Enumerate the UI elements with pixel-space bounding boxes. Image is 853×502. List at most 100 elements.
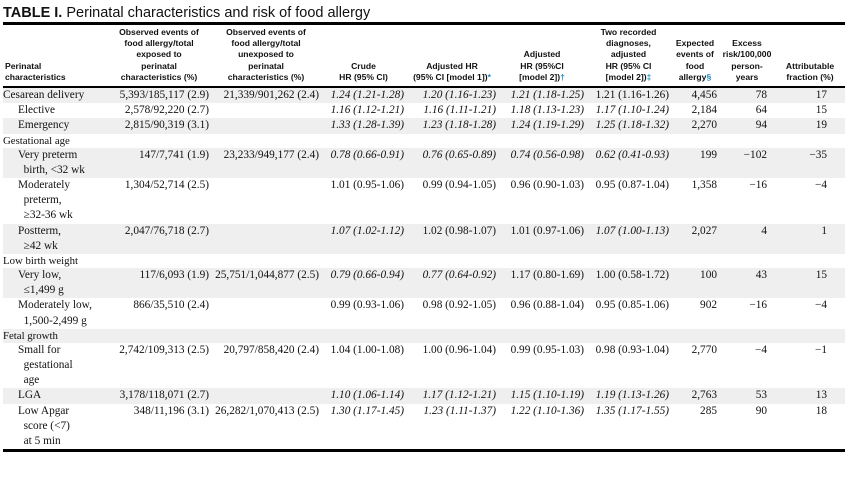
- footnote-mark: *: [487, 71, 491, 82]
- table-row: Very preterm birth, <32 wk 147/7,741 (1.9…: [3, 147, 845, 179]
- excess-risk-cell: −16: [749, 179, 767, 192]
- header-text: Adjusted HR (95%CI [model 2]): [519, 49, 564, 82]
- row-label: LGA: [3, 388, 107, 404]
- adjusted-hr-model1-cell: 0.98 (0.92-1.05): [422, 299, 496, 312]
- header-excess-risk: Excess risk/100,000 person- years: [719, 23, 775, 89]
- unexposed-cell: [211, 223, 321, 255]
- row-label: Very low, ≤1,499 g: [3, 268, 107, 299]
- crude-hr-cell: 1.10 (1.06-1.14): [321, 388, 406, 404]
- exposed-cell: 147/7,741 (1.9): [107, 147, 211, 179]
- row-label: Moderately preterm, ≥32-36 wk: [18, 179, 73, 222]
- adjusted-hr-model1-cell: 1.00 (0.96-1.04): [422, 343, 496, 356]
- attributable-fraction-cell: 17: [775, 87, 845, 104]
- unexposed-cell: [211, 118, 321, 134]
- footnote-mark: ‡: [646, 71, 652, 82]
- table-row: LGA 3,178/118,071 (2.7) 1.10 (1.06-1.14) 1.…: [3, 388, 845, 404]
- header-row: Perinatal characteristics Observed events…: [3, 23, 845, 89]
- header-text: Crude HR (95% CI): [339, 60, 388, 82]
- attributable-fraction-cell: −1: [814, 343, 827, 356]
- header-text: Attributable fraction (%): [785, 60, 835, 82]
- unexposed-cell: [211, 178, 321, 224]
- adjusted-hr-model2-cell: 0.99 (0.95-1.03): [510, 343, 584, 356]
- two-diagnoses-hr-cell: 1.35 (1.17-1.55): [595, 404, 669, 417]
- header-text: Observed events of food allergy/total un…: [226, 27, 306, 82]
- expected-events-cell: 100: [671, 268, 719, 299]
- expected-events-cell: 1,358: [691, 179, 717, 192]
- unexposed-cell: 20,797/858,420 (2.4): [223, 343, 319, 356]
- expected-events-cell: 285: [700, 404, 717, 417]
- unexposed-cell: 26,282/1,070,413 (2.5): [215, 404, 319, 417]
- unexposed-cell: 25,751/1,044,877 (2.5): [211, 268, 321, 299]
- exposed-cell: 1,304/52,714 (2.5): [124, 179, 209, 192]
- two-diagnoses-hr-cell: 1.19 (1.13-1.26): [586, 388, 671, 404]
- crude-hr-cell: 1.01 (0.95-1.06): [330, 179, 404, 192]
- table-row: Low Apgar score (<7) at 5 min 348/11,196 …: [3, 404, 845, 451]
- adjusted-hr-model1-cell: 0.76 (0.65-0.89): [406, 147, 498, 179]
- header-two-diagnoses-hr: Two recorded diagnoses, adjusted HR (95%…: [586, 23, 671, 89]
- crude-hr-cell: 1.24 (1.21-1.28): [321, 87, 406, 104]
- exposed-cell: 117/6,093 (1.9): [107, 268, 211, 299]
- exposed-cell: 866/35,510 (2.4): [133, 299, 209, 312]
- adjusted-hr-model2-cell: 1.15 (1.10-1.19): [498, 388, 586, 404]
- expected-events-cell: 199: [671, 147, 719, 179]
- header-characteristics: Perinatal characteristics: [3, 23, 107, 89]
- table-caption: Perinatal characteristics and risk of fo…: [66, 5, 371, 21]
- row-label: Low Apgar score (<7) at 5 min: [18, 404, 70, 448]
- two-diagnoses-hr-cell: 0.98 (0.93-1.04): [595, 343, 669, 356]
- attributable-fraction-cell: −4: [814, 179, 827, 192]
- two-diagnoses-hr-cell: 1.07 (1.00-1.13): [586, 223, 671, 255]
- excess-risk-cell: 90: [755, 404, 767, 417]
- adjusted-hr-model1-cell: 1.20 (1.16-1.23): [406, 87, 498, 104]
- unexposed-cell: 23,233/949,177 (2.4): [211, 147, 321, 179]
- section-label: Low birth weight: [3, 255, 78, 268]
- attributable-fraction-cell: −4: [814, 299, 827, 312]
- table-row: Small for gestational age 2,742/109,313 (…: [3, 343, 845, 389]
- header-text: Observed events of food allergy/total ex…: [119, 27, 199, 82]
- table-row: Very low, ≤1,499 g 117/6,093 (1.9) 25,751/…: [3, 268, 845, 299]
- two-diagnoses-hr-cell: 1.17 (1.10-1.24): [595, 104, 669, 117]
- header-text: Two recorded diagnoses, adjusted HR (95%…: [600, 27, 657, 82]
- row-label: Postterm, ≥42 wk: [3, 223, 107, 255]
- adjusted-hr-model2-cell: 1.01 (0.97-1.06): [498, 223, 586, 255]
- exposed-cell: 2,815/90,319 (3.1): [107, 118, 211, 134]
- expected-events-cell: 2,763: [671, 388, 719, 404]
- crude-hr-cell: 1.33 (1.28-1.39): [321, 118, 406, 134]
- adjusted-hr-model2-cell: 1.21 (1.18-1.25): [498, 87, 586, 104]
- adjusted-hr-model2-cell: 0.96 (0.90-1.03): [510, 179, 584, 192]
- exposed-cell: 5,393/185,117 (2.9): [107, 87, 211, 104]
- adjusted-hr-model2-cell: 1.24 (1.19-1.29): [498, 118, 586, 134]
- table-container: TABLE I. Perinatal characteristics and r…: [3, 4, 845, 453]
- crude-hr-cell: 1.16 (1.12-1.21): [330, 104, 404, 117]
- adjusted-hr-model2-cell: 1.18 (1.13-1.23): [510, 104, 584, 117]
- crude-hr-cell: 0.78 (0.66-0.91): [321, 147, 406, 179]
- section-label: Gestational age: [3, 134, 70, 147]
- row-label: Cesarean delivery: [3, 87, 107, 104]
- crude-hr-cell: 0.99 (0.93-1.06): [330, 299, 404, 312]
- row-label: Moderately low, 1,500-2,499 g: [18, 299, 92, 327]
- unexposed-cell: [211, 298, 321, 328]
- header-text: Perinatal characteristics: [5, 60, 66, 82]
- two-diagnoses-hr-cell: 0.62 (0.41-0.93): [586, 147, 671, 179]
- exposed-cell: 2,047/76,718 (2.7): [107, 223, 211, 255]
- section-label: Fetal growth: [3, 328, 845, 343]
- exposed-cell: 2,578/92,220 (2.7): [124, 104, 209, 117]
- two-diagnoses-hr-cell: 1.00 (0.58-1.72): [586, 268, 671, 299]
- perinatal-table: Perinatal characteristics Observed events…: [3, 22, 845, 453]
- excess-risk-cell: 78: [719, 87, 775, 104]
- footnote-mark: §: [706, 71, 712, 82]
- attributable-fraction-cell: 19: [775, 118, 845, 134]
- excess-risk-cell: −16: [749, 299, 767, 312]
- exposed-cell: 2,742/109,313 (2.5): [119, 343, 209, 356]
- header-unexposed: Observed events of food allergy/total un…: [211, 23, 321, 89]
- crude-hr-cell: 0.79 (0.66-0.94): [321, 268, 406, 299]
- table-row: Postterm, ≥42 wk 2,047/76,718 (2.7) 1.07 (…: [3, 223, 845, 255]
- attributable-fraction-cell: 13: [775, 388, 845, 404]
- section-row: Low birth weight: [3, 254, 845, 268]
- header-text: Adjusted HR (95% CI [model 1]): [413, 60, 488, 82]
- header-expected-events: Expected events of food allergy§: [671, 23, 719, 89]
- excess-risk-cell: 4: [719, 223, 775, 255]
- excess-risk-cell: 53: [719, 388, 775, 404]
- two-diagnoses-hr-cell: 1.25 (1.18-1.32): [586, 118, 671, 134]
- adjusted-hr-model1-cell: 0.77 (0.64-0.92): [406, 268, 498, 299]
- excess-risk-cell: 43: [719, 268, 775, 299]
